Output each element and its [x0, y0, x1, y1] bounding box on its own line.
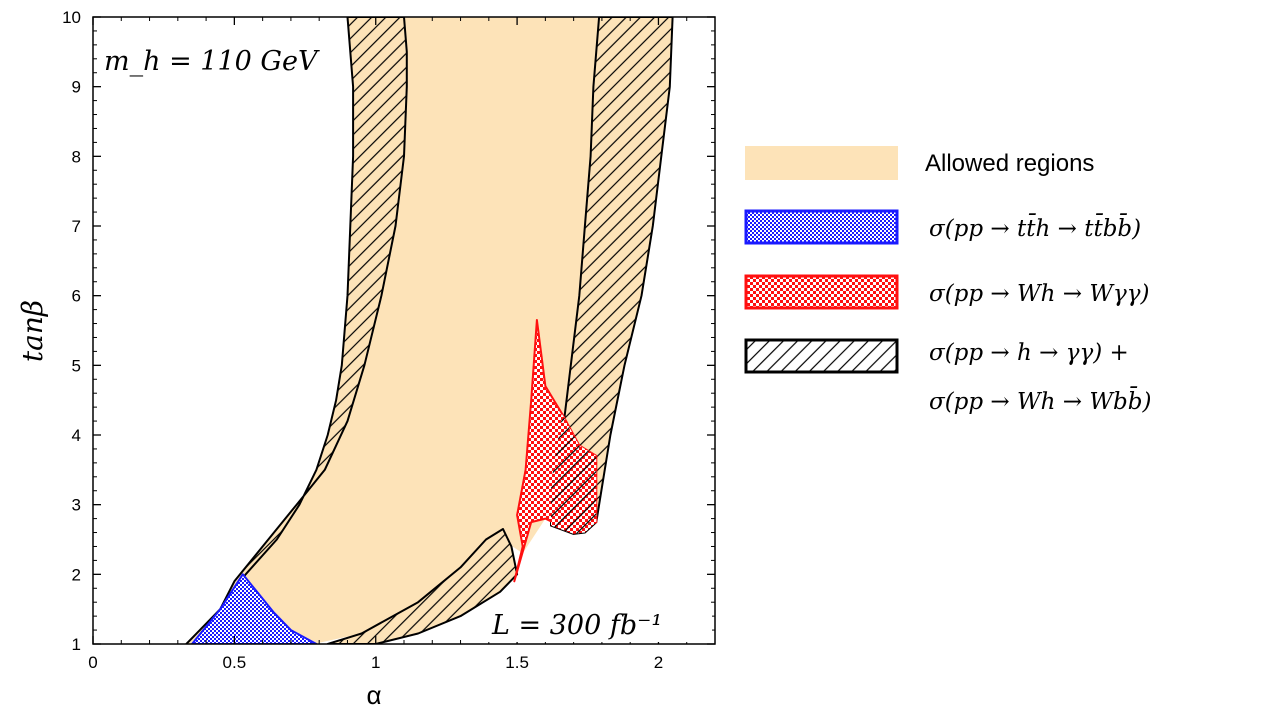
- x-axis-title: α: [366, 680, 381, 710]
- y-tick-label: 4: [72, 426, 81, 445]
- red-black-overlap-region: [551, 414, 597, 534]
- ticks-layer: 0 0.5 1 1.5 2 1 2 3 4 5 6 7 8 9 10: [62, 8, 715, 672]
- legend-label-allowed: Allowed regions: [925, 150, 1094, 177]
- y-axis-title: tanβ: [16, 300, 49, 362]
- x-tick-label: 1.5: [505, 653, 529, 672]
- y-tick-label: 6: [72, 287, 81, 306]
- legend-label-hatch-line1: σ(pp → h → γγ) +: [929, 340, 1129, 366]
- blue-region: [191, 573, 318, 644]
- y-tick-label: 5: [72, 356, 81, 375]
- legend-label-red: σ(pp → Wh → Wγγ): [929, 281, 1149, 307]
- legend-swatch-blue: [744, 209, 899, 245]
- hatched-region-bottom: [326, 528, 519, 644]
- x-tick-label: 0.5: [223, 653, 247, 672]
- mass-annotation: m_h = 110 GeV: [104, 46, 320, 77]
- luminosity-annotation-box: [488, 604, 712, 642]
- y-tick-label: 9: [72, 78, 81, 97]
- luminosity-annotation: L = 300 fb⁻¹: [491, 610, 662, 641]
- y-tick-label: 8: [72, 147, 81, 166]
- y-tick-label: 3: [72, 496, 81, 515]
- regions-layer: [185, 17, 674, 644]
- legend-swatch-red: [744, 274, 899, 310]
- x-tick-label: 1: [371, 653, 380, 672]
- hatched-band-left: [185, 17, 408, 644]
- y-tick-label: 10: [62, 8, 81, 27]
- legend: Allowed regions σ(pp → tt̄h → tt̄bb̄) σ(…: [744, 146, 1151, 415]
- mass-annotation-box: [98, 38, 332, 82]
- y-tick-label: 2: [72, 565, 81, 584]
- x-tick-label: 2: [654, 653, 663, 672]
- legend-label-blue: σ(pp → tt̄h → tt̄bb̄): [929, 214, 1141, 242]
- y-tick-label: 7: [72, 217, 81, 236]
- legend-swatch-allowed: [745, 146, 898, 180]
- legend-label-hatch-line2: σ(pp → Wh → Wbb̄): [929, 387, 1151, 415]
- y-tick-label: 1: [72, 635, 81, 654]
- x-tick-label: 0: [88, 653, 97, 672]
- legend-swatch-hatch: [744, 338, 899, 374]
